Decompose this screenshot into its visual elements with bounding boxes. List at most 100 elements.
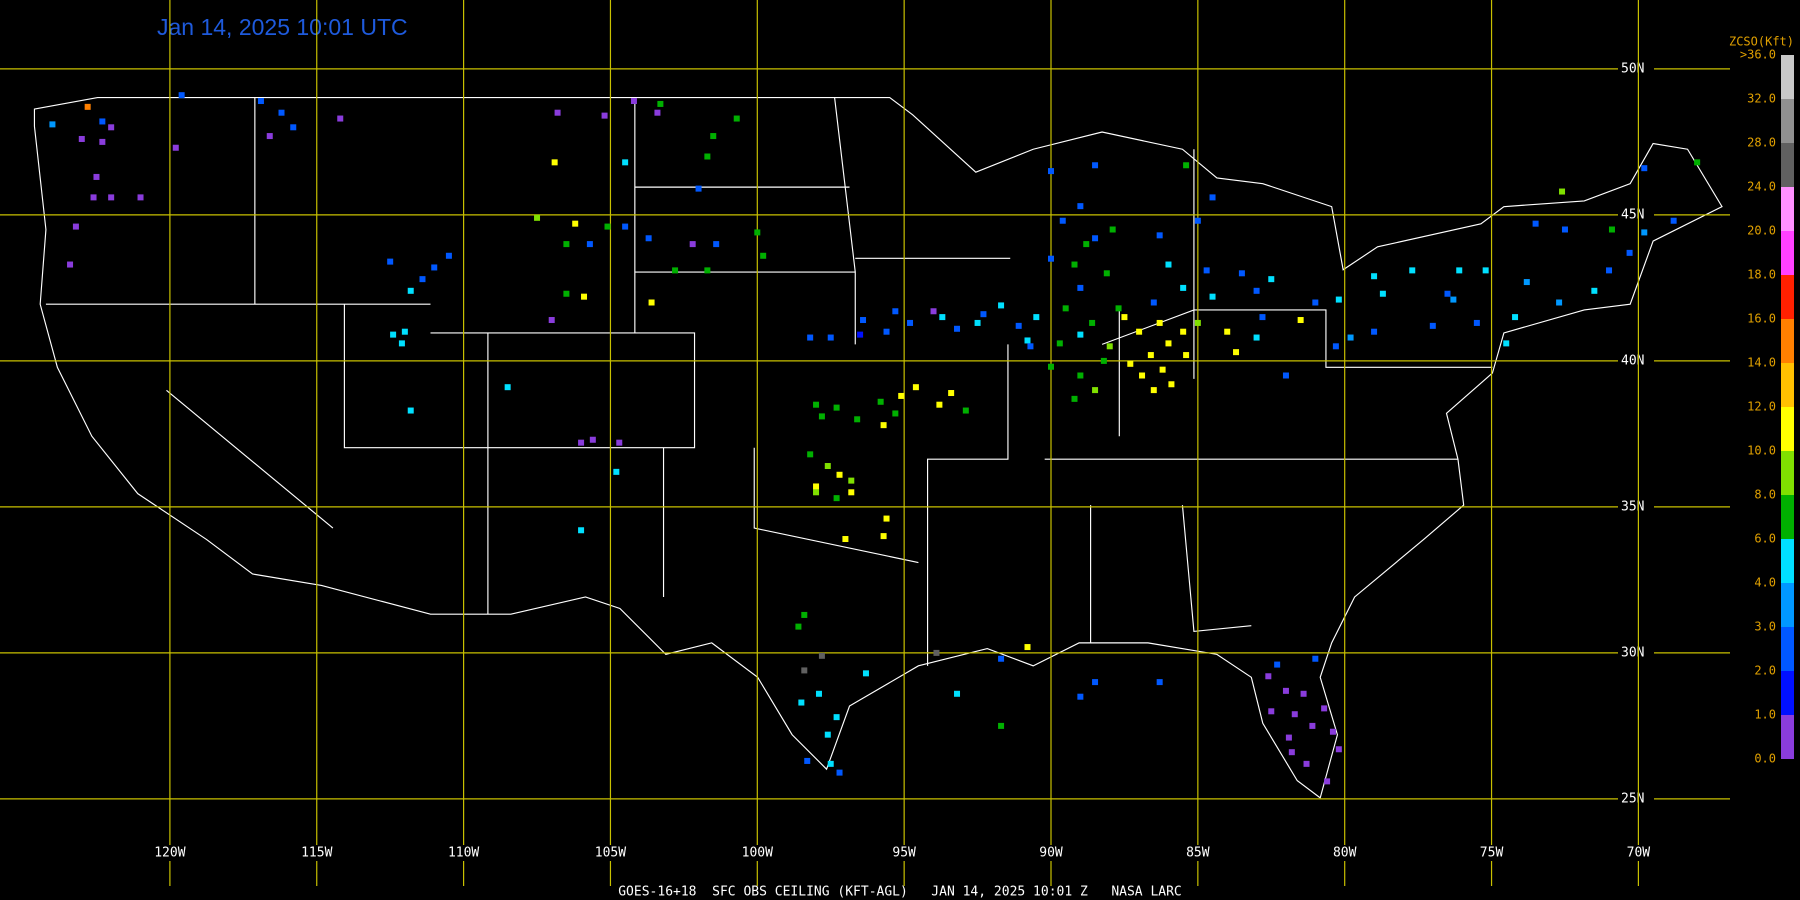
station xyxy=(880,533,887,540)
station xyxy=(337,115,344,122)
colorbar-bin xyxy=(1781,55,1794,99)
label-bg xyxy=(1618,206,1654,223)
colorbar-bin xyxy=(1781,451,1794,495)
station xyxy=(954,690,961,697)
station xyxy=(1109,226,1116,233)
station xyxy=(1121,314,1128,321)
coastline xyxy=(33,97,1723,799)
station xyxy=(1015,322,1022,329)
station xyxy=(1071,261,1078,268)
station xyxy=(998,655,1005,662)
station xyxy=(108,124,115,131)
label-bg xyxy=(735,845,780,861)
station xyxy=(1139,372,1146,379)
label-bg xyxy=(1029,845,1073,861)
station xyxy=(407,407,414,414)
label-bg xyxy=(1618,60,1654,77)
station xyxy=(1274,661,1281,668)
station xyxy=(551,159,558,166)
station xyxy=(1559,188,1566,195)
station xyxy=(1332,343,1339,350)
station xyxy=(912,384,919,391)
station xyxy=(1297,317,1304,324)
colorbar-label: 1.0 xyxy=(1754,708,1776,722)
station xyxy=(1288,749,1295,756)
station xyxy=(1150,387,1157,394)
station xyxy=(1165,340,1172,347)
station xyxy=(1303,760,1310,767)
station xyxy=(836,471,843,478)
station xyxy=(1321,705,1328,712)
station xyxy=(390,331,397,338)
station xyxy=(795,623,802,630)
station xyxy=(877,398,884,405)
lon-label: 85W xyxy=(1186,846,1210,861)
station xyxy=(1027,343,1034,350)
station xyxy=(1347,334,1354,341)
station xyxy=(801,667,808,674)
station xyxy=(807,334,814,341)
station xyxy=(1291,711,1298,718)
station xyxy=(1482,267,1489,274)
station xyxy=(67,261,74,268)
station xyxy=(278,109,285,116)
footer: GOES-16+18 SFC OBS CEILING (KFT-AGL) JAN… xyxy=(618,885,1182,900)
colorbar-label: 10.0 xyxy=(1747,444,1776,458)
station xyxy=(387,258,394,265)
colorbar-bin xyxy=(1781,275,1794,319)
colorbar-label: 12.0 xyxy=(1747,400,1776,414)
station xyxy=(813,401,820,408)
colorbar-title: ZCSO(Kft) xyxy=(1729,35,1794,49)
station xyxy=(1165,261,1172,268)
station xyxy=(930,308,937,315)
station xyxy=(1670,217,1677,224)
colorbar-label: 24.0 xyxy=(1747,180,1776,194)
station xyxy=(1183,352,1190,359)
station xyxy=(818,413,825,420)
label-bg xyxy=(1175,845,1220,861)
station xyxy=(1556,299,1563,306)
colorbar-label: 28.0 xyxy=(1747,136,1776,150)
station xyxy=(798,699,805,706)
station xyxy=(1183,162,1190,169)
lon-label: 95W xyxy=(892,846,916,861)
lon-label: 75W xyxy=(1480,846,1504,861)
colorbar-label: 6.0 xyxy=(1754,532,1776,546)
lon-label: 70W xyxy=(1627,846,1651,861)
station xyxy=(1209,293,1216,300)
station xyxy=(1062,305,1069,312)
colorbar-label: 8.0 xyxy=(1754,488,1776,502)
station xyxy=(948,390,955,397)
colorbar-bin xyxy=(1781,407,1794,451)
station xyxy=(954,325,961,332)
station xyxy=(1224,328,1231,335)
station xyxy=(857,331,864,338)
label-bg xyxy=(441,845,486,861)
lat-label: 50N xyxy=(1621,61,1644,76)
station xyxy=(1591,287,1598,294)
station xyxy=(1641,165,1648,172)
station xyxy=(1127,360,1134,367)
station xyxy=(936,401,943,408)
station xyxy=(1371,328,1378,335)
station xyxy=(1147,352,1154,359)
station xyxy=(99,118,106,125)
label-bg xyxy=(1618,498,1654,515)
station xyxy=(672,267,679,274)
station xyxy=(880,422,887,429)
lon-label: 115W xyxy=(301,846,332,861)
station xyxy=(1077,203,1084,210)
station xyxy=(1136,328,1143,335)
lon-label: 120W xyxy=(154,846,185,861)
station xyxy=(1561,226,1568,233)
label-bg xyxy=(588,845,633,861)
colorbar-label: 14.0 xyxy=(1747,356,1776,370)
station xyxy=(998,722,1005,729)
colorbar-bin xyxy=(1781,143,1794,187)
station xyxy=(1329,728,1336,735)
station xyxy=(1048,363,1054,370)
label-bg xyxy=(1469,845,1514,861)
label-bg xyxy=(882,845,927,861)
station xyxy=(1429,322,1436,329)
